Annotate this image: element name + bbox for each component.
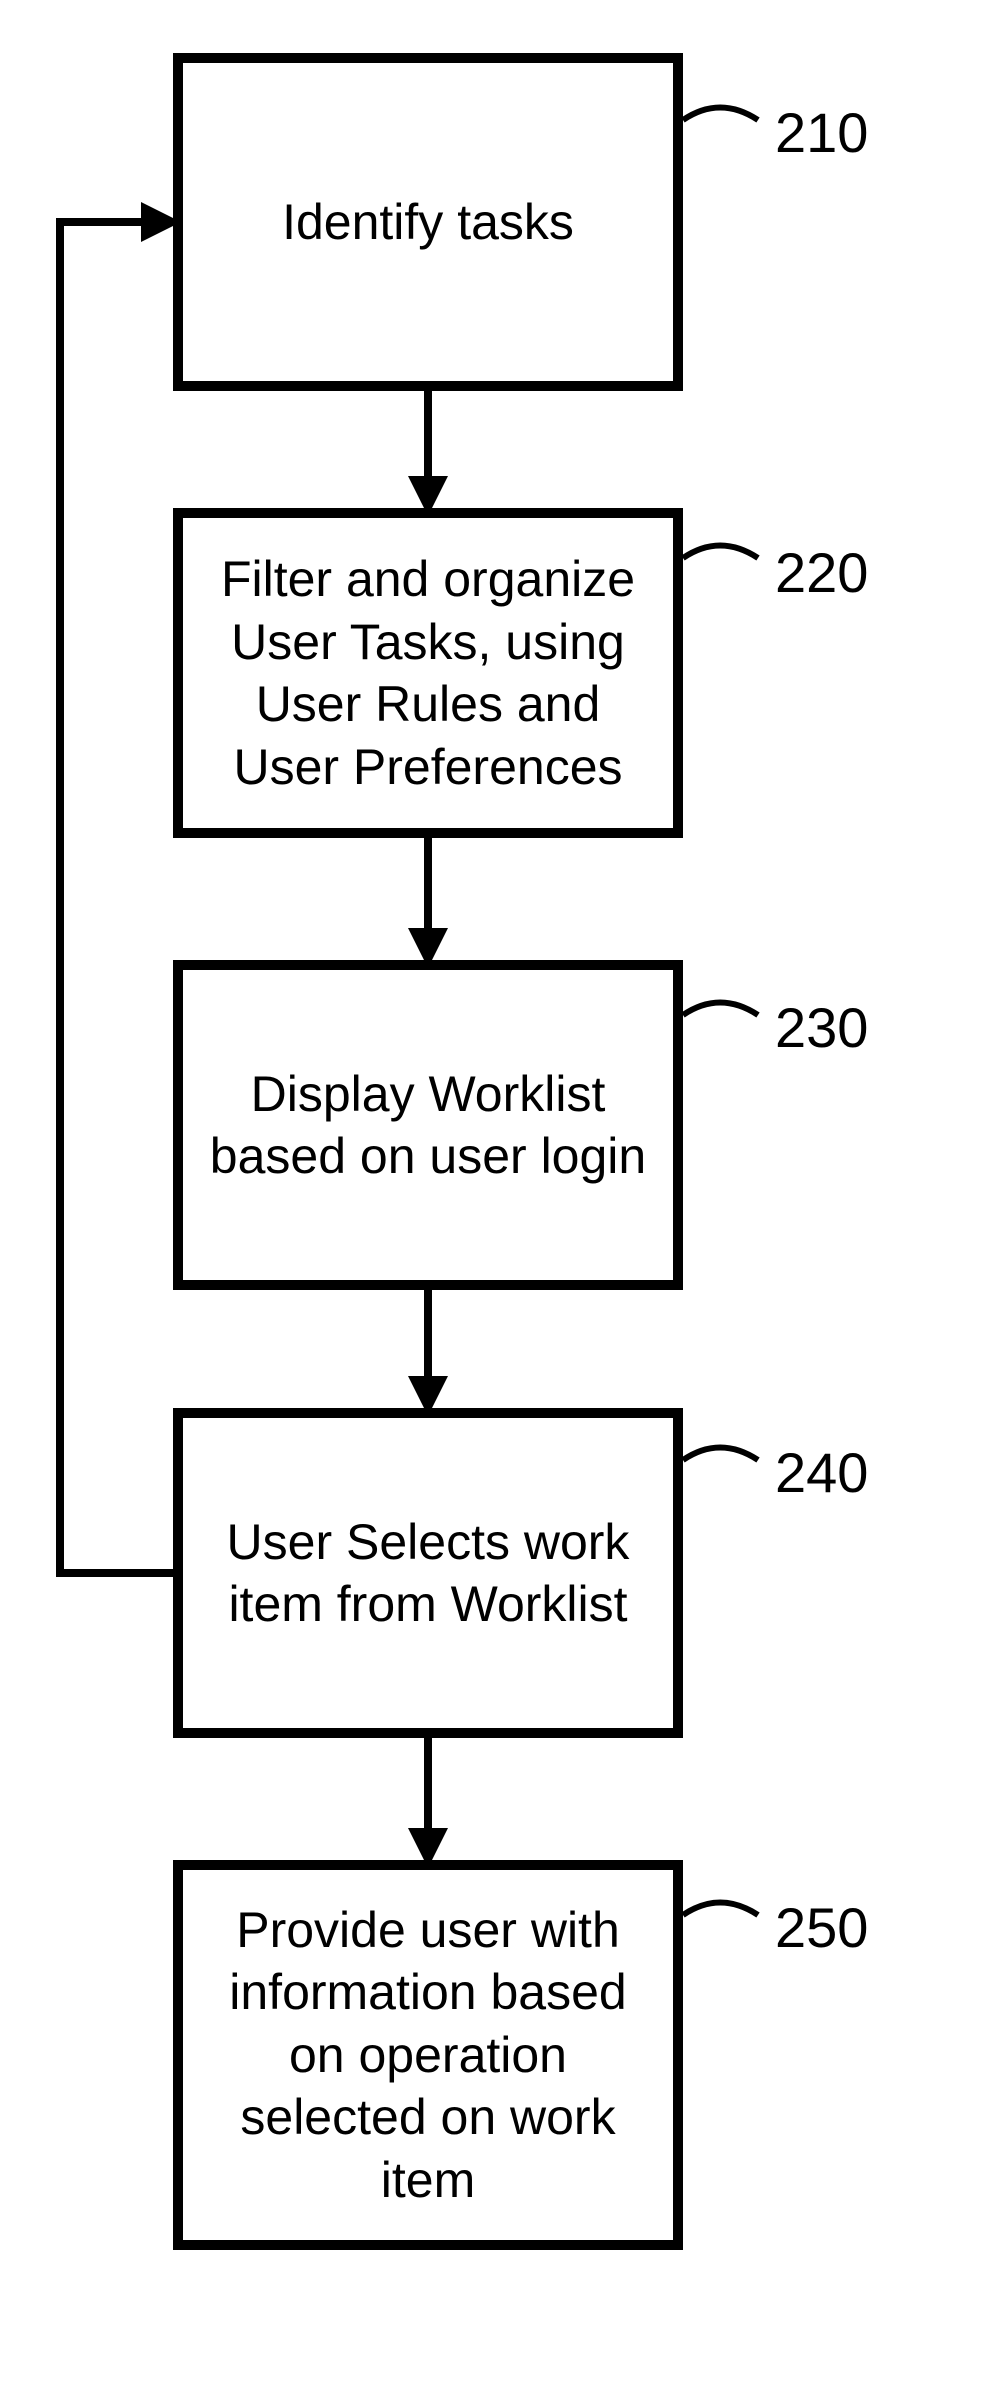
label-tick-210: [683, 108, 758, 121]
edge-feedback-n240-n210: [60, 222, 173, 1573]
flow-node-text-240: User Selects work item from Worklist: [183, 1511, 673, 1636]
flow-node-250: Provide user with information based on o…: [173, 1860, 683, 2250]
flow-node-text-230: Display Worklist based on user login: [183, 1063, 673, 1188]
label-tick-250: [683, 1903, 758, 1916]
node-label-220: 220: [775, 540, 868, 605]
flow-node-text-220: Filter and organize User Tasks, using Us…: [183, 548, 673, 798]
flow-node-text-250: Provide user with information based on o…: [183, 1899, 673, 2212]
flow-node-220: Filter and organize User Tasks, using Us…: [173, 508, 683, 838]
flow-node-240: User Selects work item from Worklist: [173, 1408, 683, 1738]
node-label-250: 250: [775, 1895, 868, 1960]
node-label-240: 240: [775, 1440, 868, 1505]
node-label-230: 230: [775, 995, 868, 1060]
flow-node-210: Identify tasks: [173, 53, 683, 391]
label-tick-240: [683, 1448, 758, 1461]
flow-node-230: Display Worklist based on user login: [173, 960, 683, 1290]
flow-node-text-210: Identify tasks: [262, 191, 594, 254]
node-label-210: 210: [775, 100, 868, 165]
label-tick-230: [683, 1003, 758, 1016]
label-tick-220: [683, 546, 758, 559]
